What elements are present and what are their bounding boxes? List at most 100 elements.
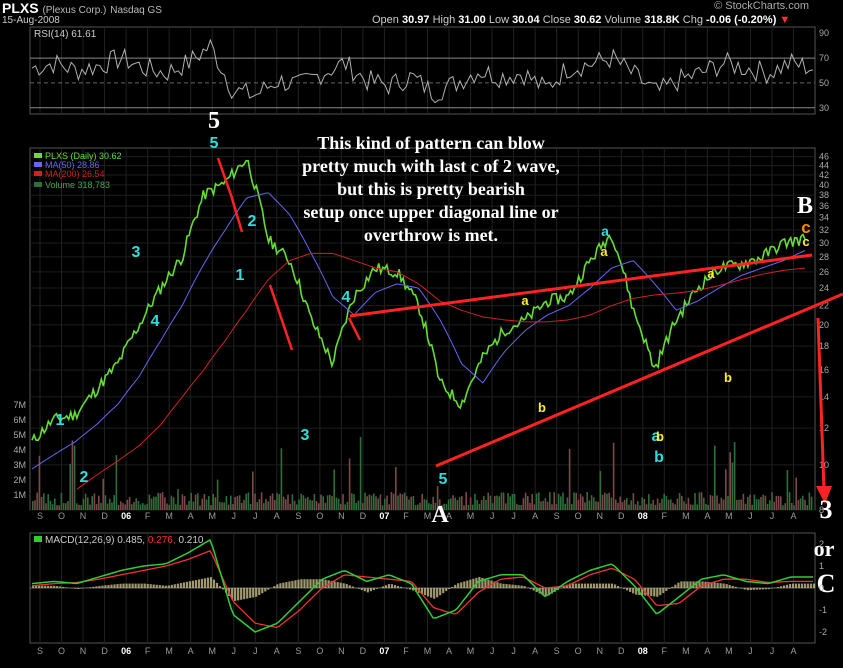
x-tick-label: J: [232, 511, 237, 521]
volume-bar: [177, 489, 179, 510]
macd-histogram-bar: [388, 584, 390, 588]
macd-histogram-bar: [337, 582, 339, 588]
macd-histogram-bar: [463, 581, 465, 588]
macd-histogram-bar: [210, 577, 212, 588]
volume-bar: [230, 496, 232, 510]
macd-histogram-bar: [249, 588, 251, 598]
volume-bar: [804, 500, 806, 510]
volume-bar: [419, 503, 421, 510]
volume-bar: [298, 499, 300, 510]
volume-bar: [193, 502, 195, 510]
volume-bar: [641, 497, 643, 510]
wave-label-yellow: b: [724, 370, 732, 385]
volume-bar: [201, 499, 203, 510]
macd-histogram-bar: [77, 588, 79, 589]
x-tick-label: D: [360, 511, 367, 521]
volume-bar: [252, 472, 254, 510]
price-tick-label: 42: [819, 170, 829, 180]
volume-bar: [138, 501, 140, 510]
down-arrow-icon: ▼: [779, 14, 790, 26]
volume-bar: [617, 503, 619, 510]
macd-histogram-bar: [288, 581, 290, 588]
macd-histogram-bar: [291, 581, 293, 588]
x-tick-label: S: [37, 511, 43, 521]
volume-bar: [606, 494, 608, 510]
volume-value: 318.8K: [644, 14, 679, 26]
volume-bar: [509, 496, 511, 510]
volume-bar: [281, 448, 283, 510]
volume-bar: [575, 493, 577, 510]
macd-histogram-bar: [617, 586, 619, 588]
macd-histogram-bar: [267, 588, 269, 590]
volume-bar: [426, 500, 428, 510]
macd-histogram-bar: [189, 581, 191, 588]
macd-histogram-bar: [279, 583, 281, 588]
volume-bar: [395, 467, 397, 510]
volume-bar: [386, 496, 388, 510]
x-tick-label: F: [403, 511, 409, 521]
volume-bar: [778, 496, 780, 510]
volume-bar: [703, 498, 705, 510]
macd-histogram-bar: [95, 586, 97, 588]
volume-bar: [806, 505, 808, 510]
volume-bar: [639, 505, 641, 510]
volume-bar: [371, 495, 373, 510]
annotation-line: This kind of pattern can blow: [236, 132, 626, 155]
price-tick-label: 36: [819, 201, 829, 211]
macd-tick-label: 2: [819, 539, 824, 549]
macd-histogram-bar: [735, 587, 737, 588]
macd-histogram-bar: [364, 588, 366, 591]
volume-bar: [89, 505, 91, 510]
volume-bar: [595, 501, 597, 510]
volume-bar: [811, 497, 813, 510]
volume-bar: [476, 500, 478, 510]
x-tick-label: S: [295, 646, 301, 656]
macd-histogram-bar: [207, 578, 209, 588]
x-tick-label: 07: [379, 646, 389, 656]
macd-histogram-bar: [747, 588, 749, 590]
x-tick-label: M: [682, 646, 690, 656]
macd-histogram-bar: [620, 587, 622, 588]
x-tick-label: A: [532, 511, 538, 521]
volume-bar: [263, 503, 265, 510]
macd-histogram-bar: [385, 585, 387, 588]
volume-bar: [619, 497, 621, 510]
volume-bar: [67, 501, 69, 510]
volume-bar: [657, 499, 659, 510]
macd-histogram-bar: [451, 587, 453, 588]
macd-tick-label: -2: [819, 627, 827, 637]
wave-label-cyan: 1: [236, 267, 245, 284]
rsi-tick-label: 90: [819, 28, 829, 38]
macd-histogram-bar: [783, 586, 785, 588]
wave-label-cyan: 3: [301, 427, 310, 444]
macd-histogram-bar: [533, 588, 535, 591]
x-tick-label: A: [446, 646, 452, 656]
volume-bar: [212, 494, 214, 510]
volume-bar: [490, 496, 492, 510]
macd-histogram-bar: [201, 579, 203, 588]
x-tick-label: J: [748, 511, 753, 521]
macd-histogram-bar: [457, 583, 459, 588]
macd-histogram-bar: [285, 582, 287, 588]
macd-histogram-bar: [186, 582, 188, 588]
wave-label-major: or: [814, 536, 835, 561]
macd-histogram-bar: [153, 584, 155, 588]
volume-bar: [250, 504, 252, 510]
macd-histogram-bar: [361, 588, 363, 590]
macd-histogram-bar: [596, 584, 598, 588]
x-tick-label: F: [145, 646, 151, 656]
volume-bar: [320, 495, 322, 510]
stockcharts-logo: © StockCharts.com: [714, 0, 809, 12]
volume-bar: [674, 504, 676, 510]
macd-histogram-bar: [626, 588, 628, 590]
volume-bar: [162, 492, 164, 510]
volume-bar: [305, 498, 307, 510]
macd-histogram-bar: [765, 588, 767, 589]
volume-bar: [694, 493, 696, 510]
macd-histogram-bar: [505, 584, 507, 588]
volume-bar: [593, 497, 595, 510]
macd-histogram-bar: [237, 588, 239, 600]
symbol: PLXS: [2, 0, 39, 16]
volume-bar: [307, 497, 309, 510]
